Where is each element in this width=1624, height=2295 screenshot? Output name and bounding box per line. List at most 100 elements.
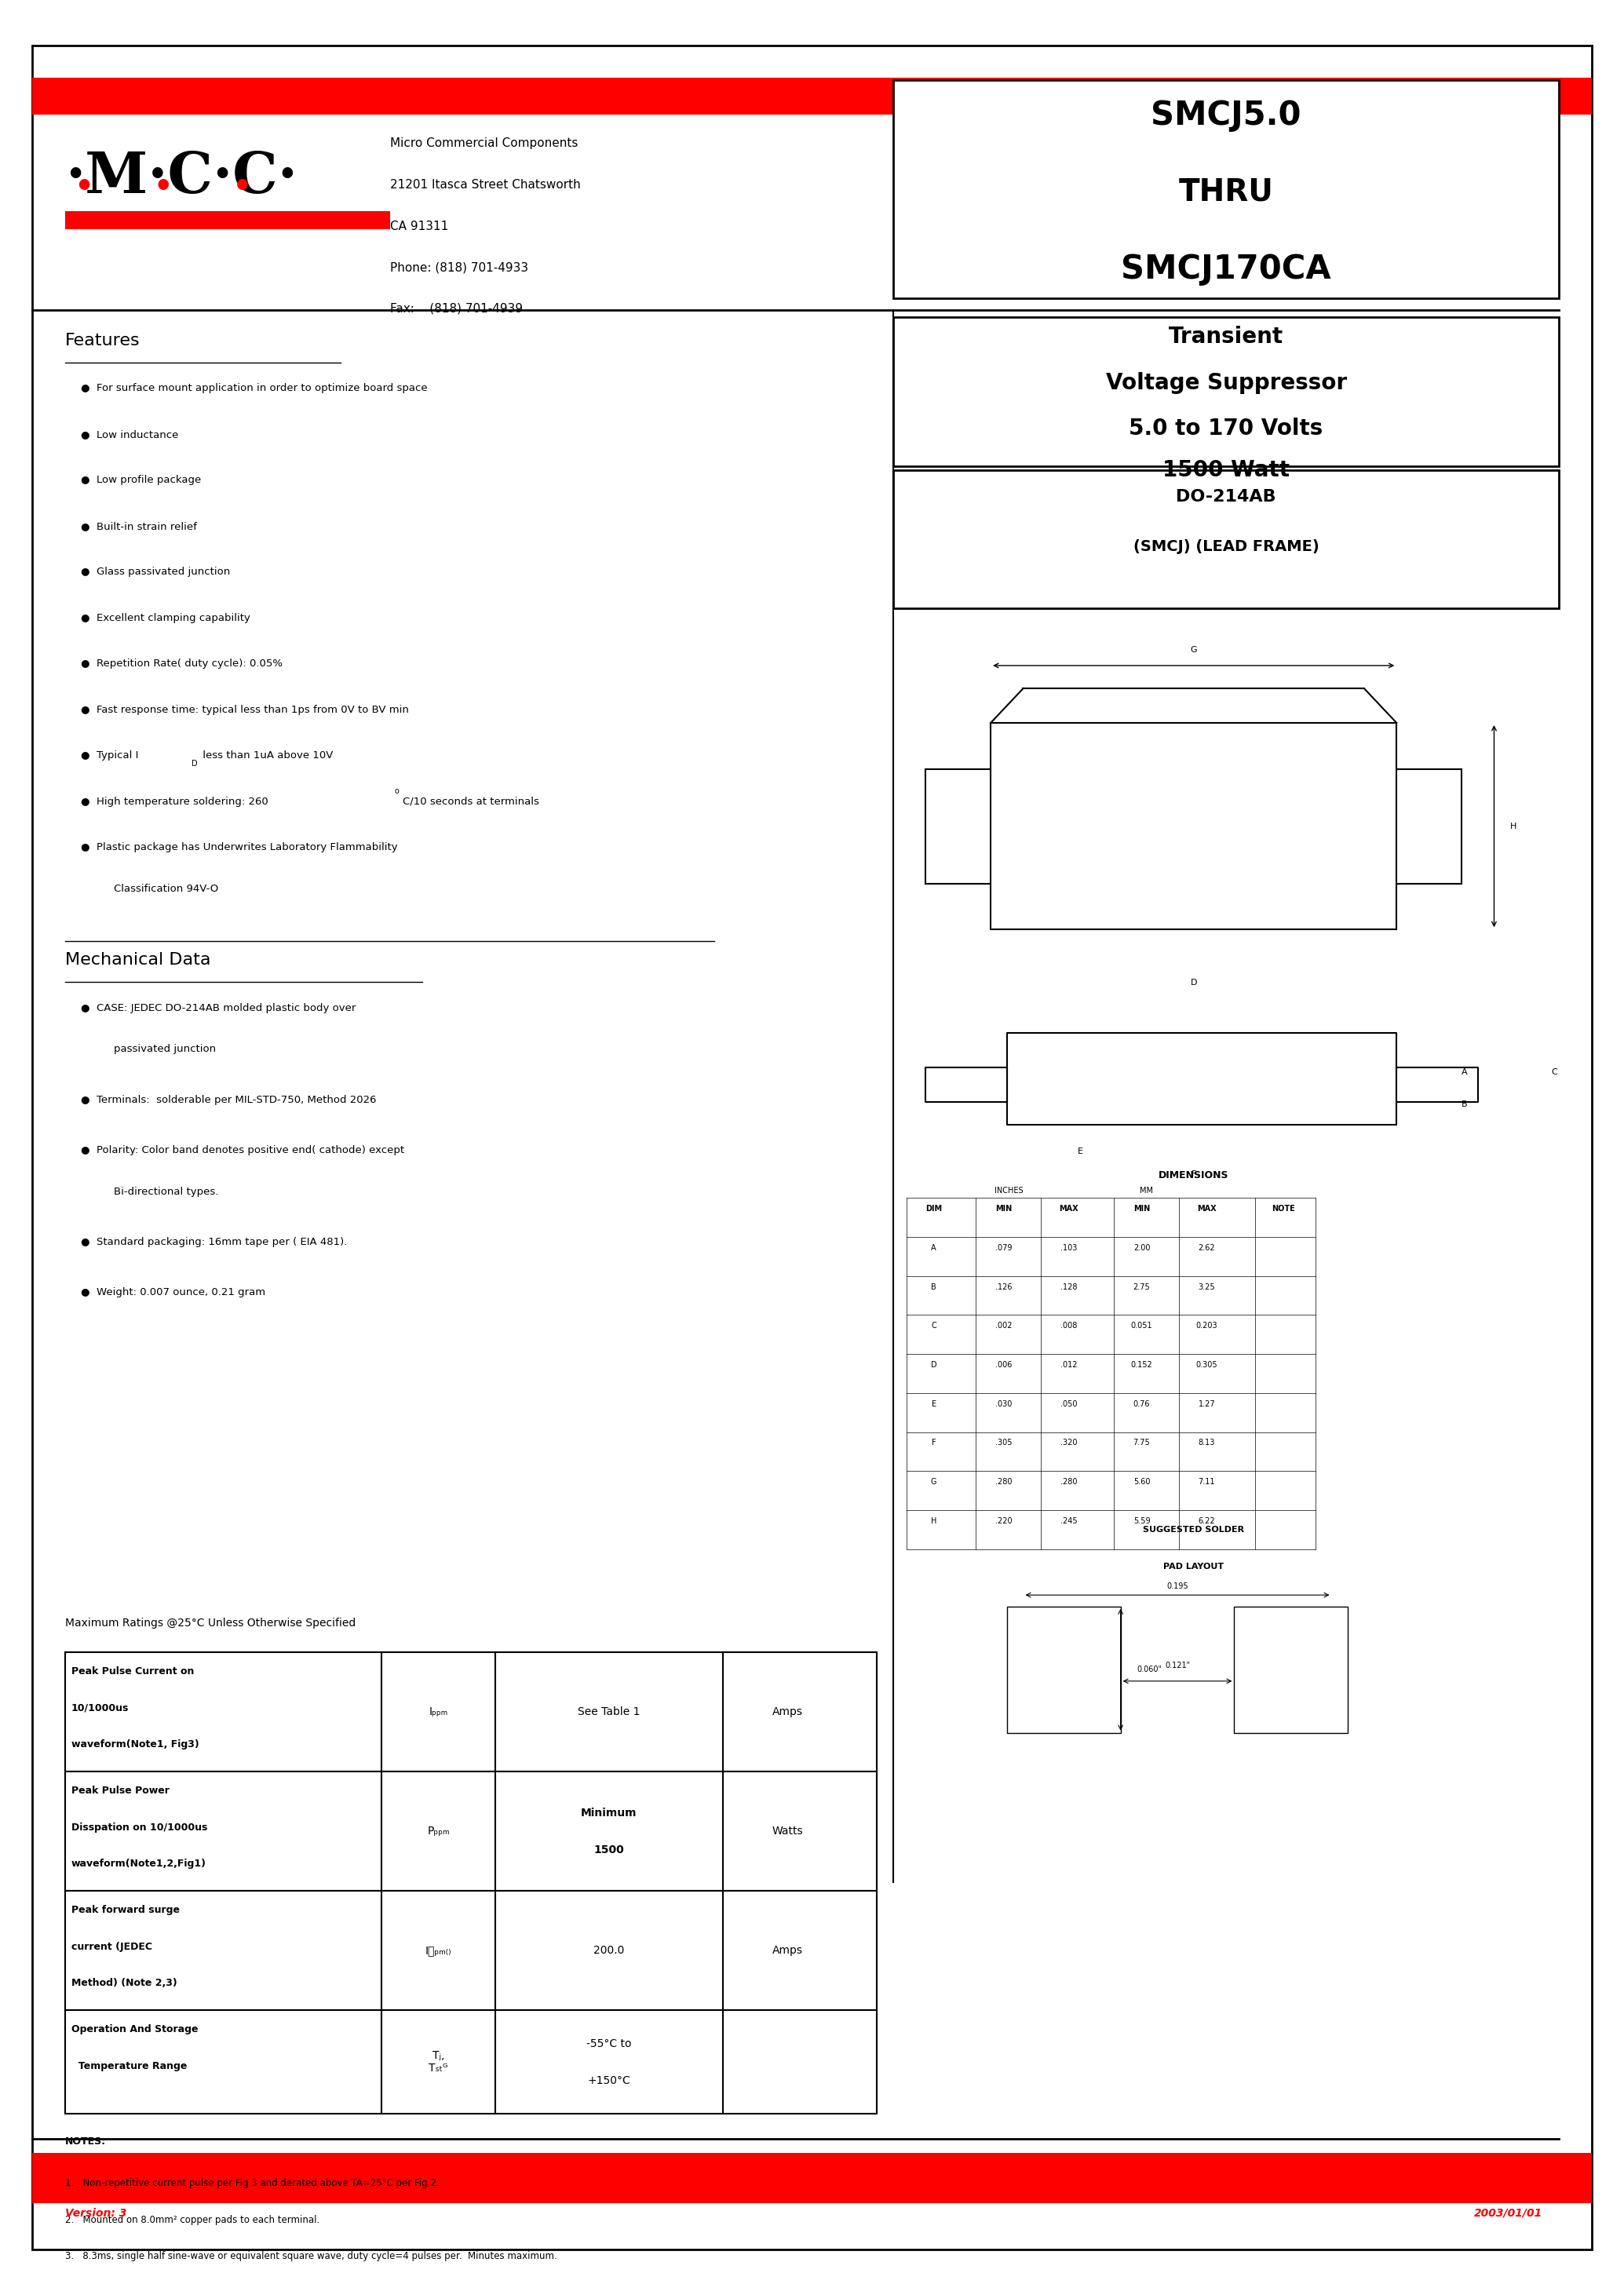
Text: ●  Built-in strain relief: ● Built-in strain relief [81,521,197,530]
Text: Version: 3: Version: 3 [65,2208,127,2219]
Text: current (JEDEC: current (JEDEC [71,1942,153,1951]
Text: .320: .320 [1060,1439,1077,1446]
Text: ●  Standard packaging: 16mm tape per ( EIA 481).: ● Standard packaging: 16mm tape per ( EI… [81,1237,348,1246]
Text: 0.76: 0.76 [1134,1400,1150,1407]
Text: C: C [1551,1067,1557,1076]
Text: Pₚₚₘ: Pₚₚₘ [427,1827,450,1836]
Text: B: B [931,1283,937,1290]
Text: 2003/01/01: 2003/01/01 [1475,2208,1543,2219]
Text: ●  Repetition Rate( duty cycle): 0.05%: ● Repetition Rate( duty cycle): 0.05% [81,659,283,668]
Text: Watts: Watts [771,1827,804,1836]
Bar [991,723,1397,929]
Text: MIN: MIN [1134,1205,1150,1212]
Text: less than 1uA above 10V: less than 1uA above 10V [200,750,333,760]
Text: 1500 Watt: 1500 Watt [1163,459,1289,482]
Text: Fax:    (818) 701-4939: Fax: (818) 701-4939 [390,303,523,314]
Text: 3.   8.3ms, single half sine-wave or equivalent square wave, duty cycle=4 pulses: 3. 8.3ms, single half sine-wave or equiv… [65,2251,557,2261]
Text: passivated junction: passivated junction [114,1044,216,1053]
Text: 2.62: 2.62 [1199,1244,1215,1251]
Text: ·M·C·C·: ·M·C·C· [65,149,297,204]
Text: D: D [931,1361,937,1368]
Text: Tⱼ,
Tₛₜᴳ: Tⱼ, Tₛₜᴳ [429,2049,448,2075]
Bar [32,78,1592,115]
Text: .220: .220 [996,1517,1012,1524]
Text: 6.22: 6.22 [1199,1517,1215,1524]
Text: Bi-directional types.: Bi-directional types. [114,1187,218,1196]
Text: ●  Polarity: Color band denotes positive end( cathode) except: ● Polarity: Color band denotes positive … [81,1145,404,1154]
Bar [893,317,1559,466]
Text: H: H [931,1517,937,1524]
Text: ●  CASE: JEDEC DO-214AB molded plastic body over: ● CASE: JEDEC DO-214AB molded plastic bo… [81,1003,356,1012]
Text: ·   ·   ·: · · · [75,161,252,216]
Text: ●  Typical I: ● Typical I [81,750,138,760]
Text: Transient: Transient [1169,326,1283,349]
Text: MIN: MIN [996,1205,1012,1212]
Text: 0.203: 0.203 [1195,1322,1218,1329]
Text: NOTE: NOTE [1272,1205,1294,1212]
Text: DIMENSIONS: DIMENSIONS [1158,1170,1229,1180]
Text: www.mccsemi.com: www.mccsemi.com [641,2153,983,2185]
Text: .006: .006 [996,1361,1012,1368]
Text: 7.75: 7.75 [1134,1439,1150,1446]
Text: MAX: MAX [1197,1205,1216,1212]
Text: 5.60: 5.60 [1134,1478,1150,1485]
Text: D: D [1190,980,1197,987]
Text: I₝ₚₘ₍₎: I₝ₚₘ₍₎ [425,1946,451,1955]
Text: See Table 1: See Table 1 [578,1707,640,1717]
Text: MM: MM [1140,1187,1153,1193]
Bar [1234,1606,1348,1733]
Bar [1007,1606,1121,1733]
Text: Features: Features [65,333,140,349]
Text: 0.152: 0.152 [1130,1361,1153,1368]
Bar [65,1652,877,1772]
Text: F: F [932,1439,935,1446]
Text: Temperature Range: Temperature Range [71,2061,187,2070]
Text: G: G [1190,647,1197,654]
Text: 1.   Non-repetitive current pulse per Fig.3 and derated above TA=25°C per Fig.2.: 1. Non-repetitive current pulse per Fig.… [65,2178,438,2187]
Text: 0.121": 0.121" [1164,1662,1190,1671]
Text: .103: .103 [1060,1244,1077,1251]
Text: .126: .126 [996,1283,1012,1290]
Bar [65,1891,877,2010]
Text: ●  Low profile package: ● Low profile package [81,475,201,484]
Text: .128: .128 [1060,1283,1077,1290]
Text: Maximum Ratings @25°C Unless Otherwise Specified: Maximum Ratings @25°C Unless Otherwise S… [65,1618,356,1629]
Text: Mechanical Data: Mechanical Data [65,952,211,968]
Text: ●  Excellent clamping capability: ● Excellent clamping capability [81,613,250,622]
Text: Amps: Amps [773,1707,802,1717]
Text: 0.305: 0.305 [1195,1361,1218,1368]
Text: 7.11: 7.11 [1199,1478,1215,1485]
Text: E: E [932,1400,935,1407]
Text: .050: .050 [1060,1400,1077,1407]
Text: THRU: THRU [1179,177,1273,207]
Text: Minimum: Minimum [581,1808,637,1818]
Text: .030: .030 [996,1400,1012,1407]
Text: 10/1000us: 10/1000us [71,1703,128,1712]
Text: SMCJ5.0: SMCJ5.0 [1151,99,1301,131]
Text: ●  Plastic package has Underwrites Laboratory Flammability: ● Plastic package has Underwrites Labora… [81,842,398,851]
Text: Micro Commercial Components: Micro Commercial Components [390,138,578,149]
Text: Operation And Storage: Operation And Storage [71,2024,198,2033]
Text: 200.0: 200.0 [593,1946,625,1955]
Bar [893,80,1559,298]
Text: Peak Pulse Current on: Peak Pulse Current on [71,1666,195,1675]
Text: 0.195: 0.195 [1166,1584,1189,1590]
Text: C/10 seconds at terminals: C/10 seconds at terminals [403,796,539,806]
Text: E: E [1077,1148,1083,1154]
Text: Amps: Amps [773,1946,802,1955]
Text: 8.13: 8.13 [1199,1439,1215,1446]
Text: 1.27: 1.27 [1199,1400,1215,1407]
Text: .280: .280 [996,1478,1012,1485]
Text: ●  Terminals:  solderable per MIL-STD-750, Method 2026: ● Terminals: solderable per MIL-STD-750,… [81,1095,377,1104]
Text: H: H [1510,822,1517,831]
Text: ●  Low inductance: ● Low inductance [81,429,179,438]
Text: 1500: 1500 [594,1845,624,1854]
Text: G: G [931,1478,937,1485]
Text: 5.0 to 170 Volts: 5.0 to 170 Volts [1129,418,1324,441]
Text: Phone: (818) 701-4933: Phone: (818) 701-4933 [390,262,528,273]
Text: -55°C to: -55°C to [586,2038,632,2049]
Text: 2.   Mounted on 8.0mm² copper pads to each terminal.: 2. Mounted on 8.0mm² copper pads to each… [65,2215,320,2224]
Bar [65,1772,877,1891]
Text: DIM: DIM [926,1205,942,1212]
Text: Peak forward surge: Peak forward surge [71,1905,180,1914]
